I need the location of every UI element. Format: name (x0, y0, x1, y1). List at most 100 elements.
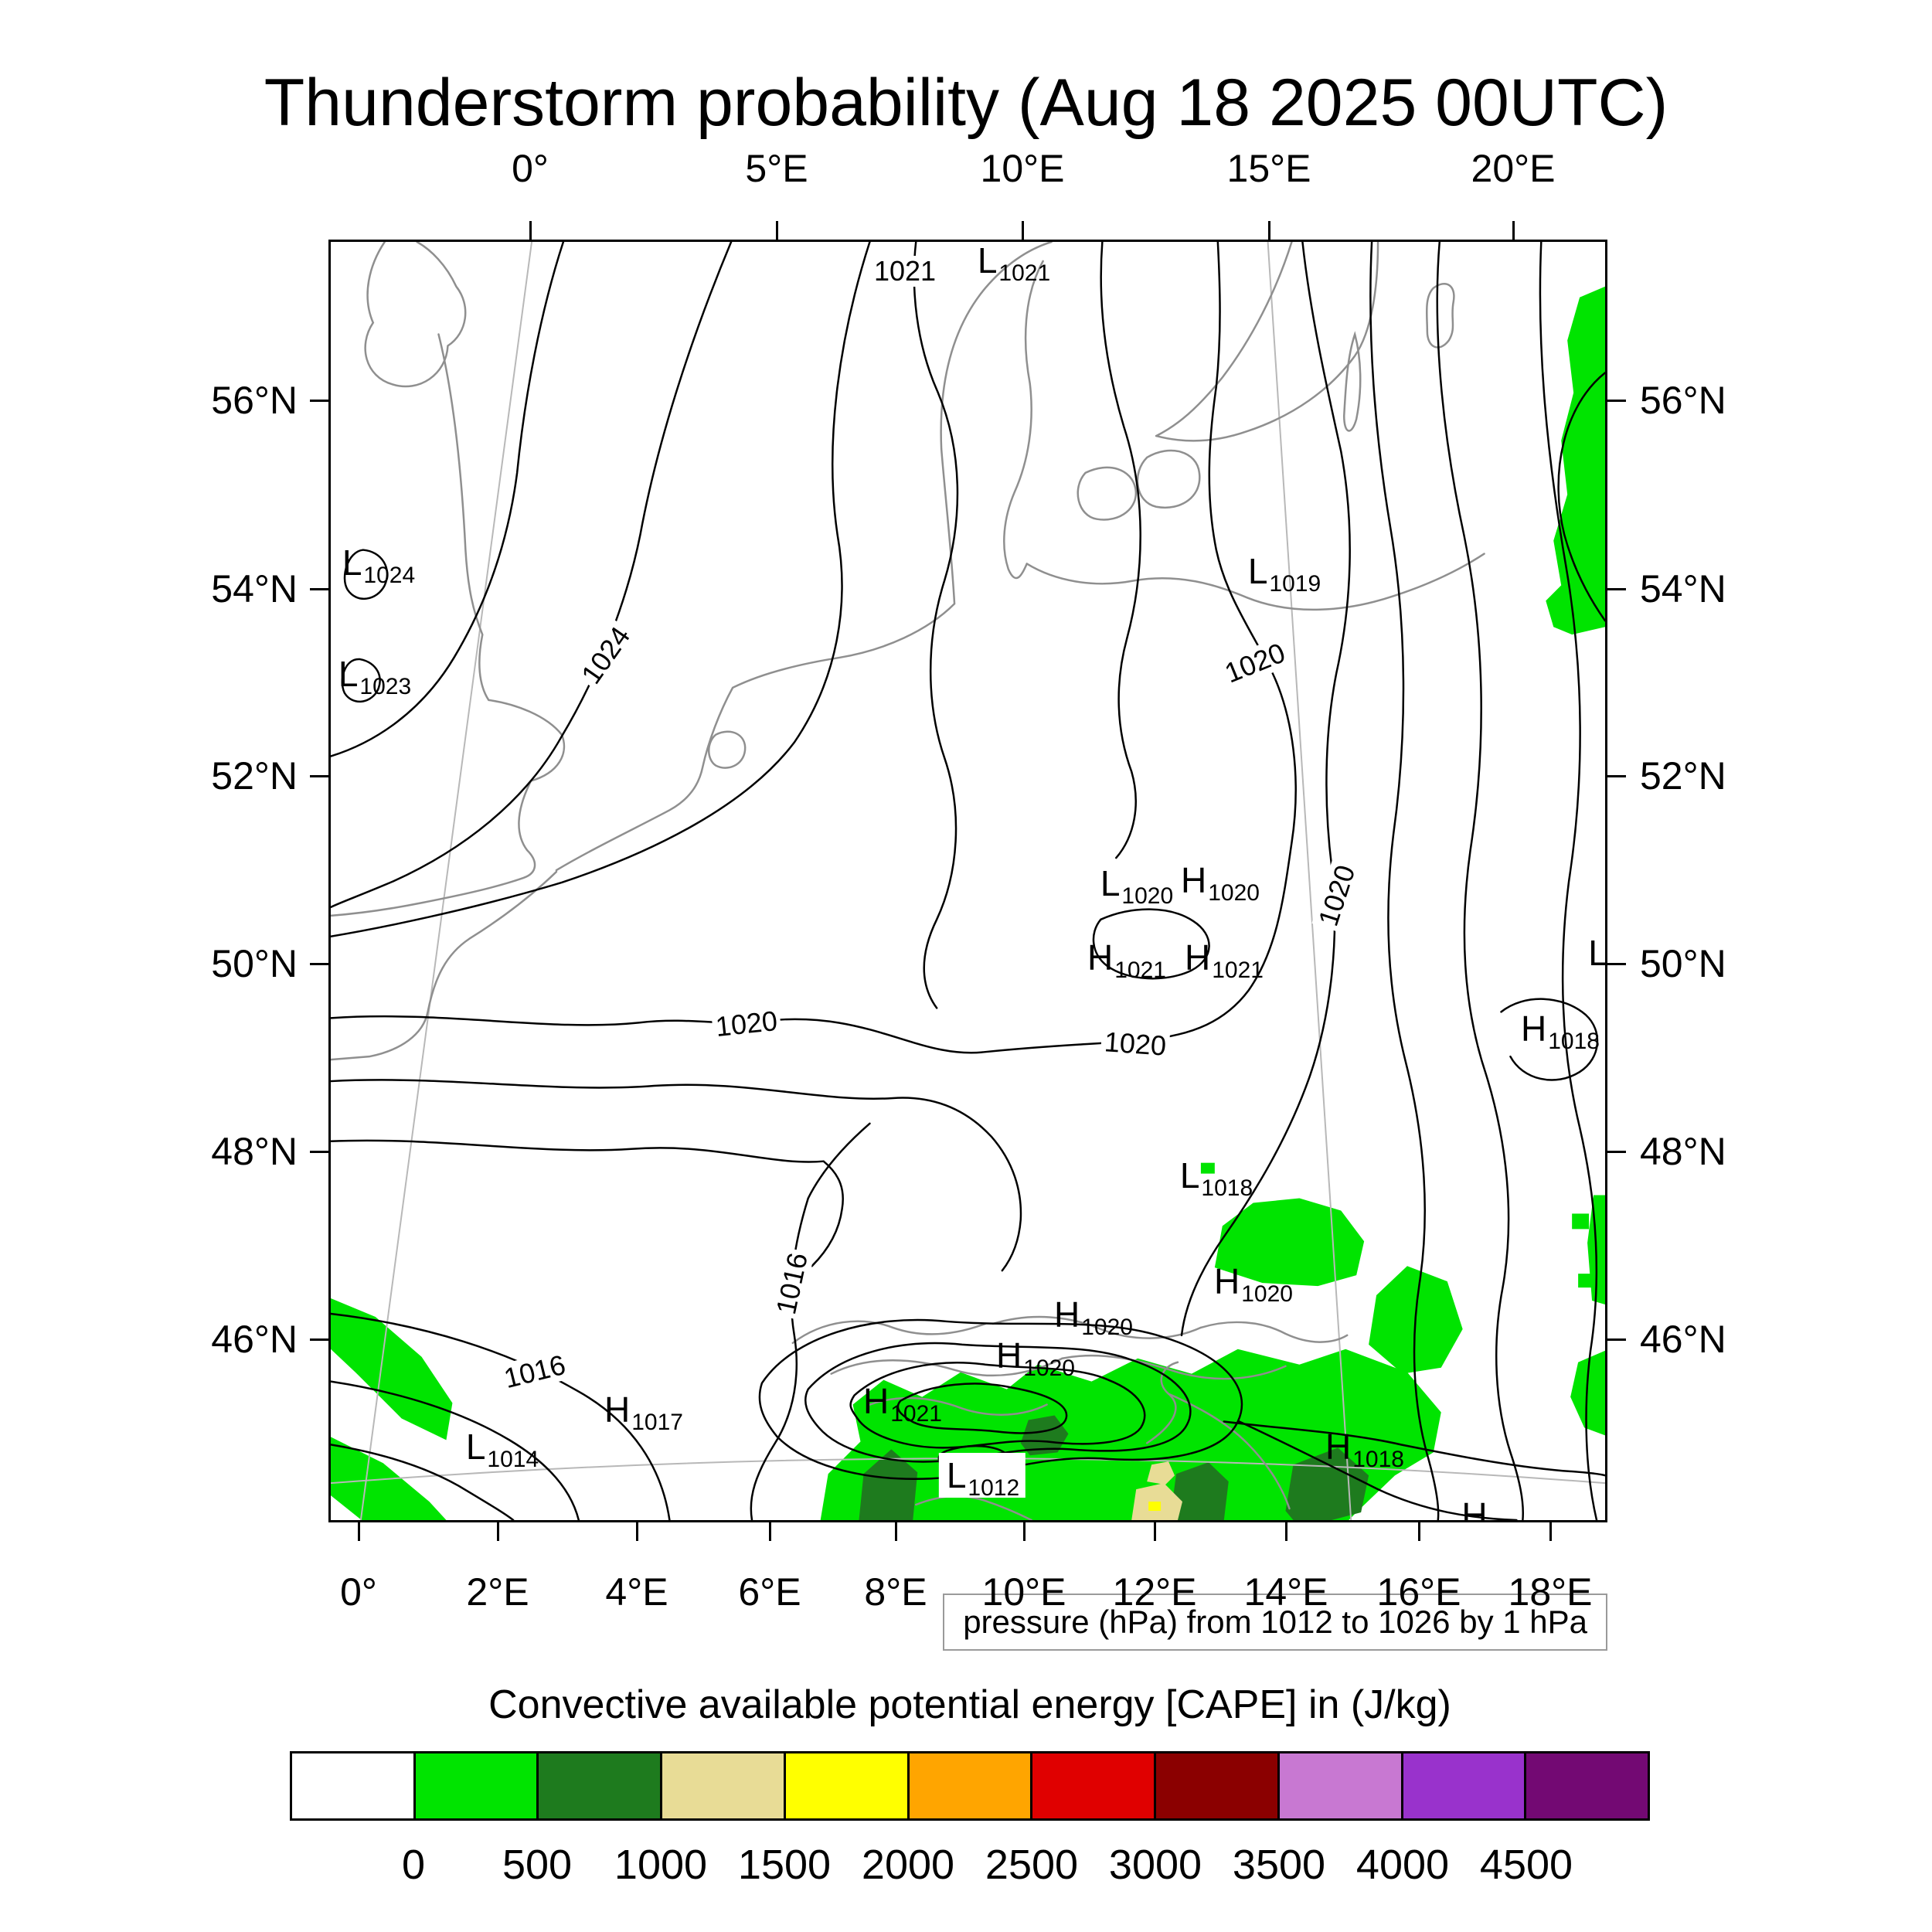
axis-tick-label-top: 10°E (980, 147, 1065, 190)
coastline-layer (331, 242, 1485, 1520)
contour-label: 1020 (1100, 1026, 1171, 1063)
pressure-center-letter: H (1325, 1427, 1352, 1467)
pressure-center-value: 1019 (1269, 571, 1321, 597)
axis-tick-label-bottom: 8°E (864, 1570, 927, 1614)
axis-tick-label-right: 48°N (1640, 1130, 1726, 1173)
pressure-range-note: pressure (hPa) from 1012 to 1026 by 1 hP… (943, 1594, 1607, 1651)
pressure-center-value: 1020 (1121, 883, 1174, 909)
tick-mark-left (310, 1151, 328, 1153)
pressure-center-letter: H (1214, 1261, 1240, 1301)
pressure-center-letter: H (1521, 1009, 1547, 1049)
pressure-center-letter: H (863, 1381, 889, 1421)
colorbar-tick-label: 1000 (614, 1842, 708, 1888)
pressure-center-letter: H (1185, 937, 1211, 978)
pressure-center-value: 1021 (998, 260, 1051, 286)
axis-tick-label-left: 56°N (211, 379, 298, 422)
tick-mark-bottom (358, 1522, 360, 1541)
pressure-center-l1012: L1012 (938, 1453, 1026, 1500)
axis-tick-label-left: 54°N (211, 567, 298, 611)
pressure-center-value: 1020 (1081, 1315, 1133, 1340)
tick-mark-top (1022, 221, 1024, 240)
colorbar-tick-label: 4000 (1355, 1842, 1450, 1888)
pressure-center-value: 1018 (1548, 1029, 1600, 1054)
pressure-center-value: 1014 (487, 1447, 539, 1472)
axis-tick-label-bottom: 14°E (1243, 1570, 1328, 1614)
tick-mark-bottom (895, 1522, 897, 1541)
axis-tick-label-bottom: 6°E (738, 1570, 801, 1614)
tick-mark-top (529, 221, 532, 240)
isobar-layer (331, 242, 1605, 1520)
axis-tick-label-top: 15°E (1226, 147, 1311, 190)
tick-mark-right (1607, 400, 1626, 402)
colorbar-title: Convective available potential energy [C… (488, 1682, 1451, 1727)
tick-mark-bottom (1418, 1522, 1420, 1541)
tick-mark-left (310, 963, 328, 965)
tick-mark-left (310, 1338, 328, 1341)
pressure-center-value: 1021 (1114, 957, 1166, 983)
colorbar-cell (1524, 1753, 1648, 1818)
axis-tick-label-bottom: 18°E (1508, 1570, 1593, 1614)
contour-label: 1021 (870, 256, 940, 287)
tick-mark-left (310, 775, 328, 777)
colorbar-cell (536, 1753, 661, 1818)
colorbar-tick-label: 500 (502, 1842, 573, 1888)
pressure-center-value: 1020 (1208, 880, 1260, 906)
colorbar-cell (1154, 1753, 1277, 1818)
colorbar-cell (1400, 1753, 1525, 1818)
axis-tick-label-right: 54°N (1640, 567, 1726, 611)
pressure-center-h1018: H1018 (1521, 1009, 1600, 1053)
pressure-center-letter: L (1100, 863, 1121, 903)
tick-mark-bottom (636, 1522, 638, 1541)
pressure-center-l1021: L1021 (977, 240, 1050, 285)
pressure-center-l1018: L1018 (1180, 1158, 1253, 1200)
pressure-center-value: 1018 (1201, 1175, 1253, 1201)
colorbar-cell (906, 1753, 1031, 1818)
axis-tick-label-right: 46°N (1640, 1318, 1726, 1361)
tick-mark-left (310, 588, 328, 590)
tick-mark-bottom (1154, 1522, 1156, 1541)
pressure-center-l1019: L1019 (1247, 551, 1321, 596)
pressure-center-l: L (1588, 935, 1605, 971)
pressure-center-value: 1021 (1212, 957, 1264, 983)
tick-mark-top (1512, 221, 1515, 240)
colorbar-tick-label: 0 (401, 1842, 426, 1888)
cape-colorbar-ticks: 0 500 1000 1500 2000 2500 3000 3500 4000 4500 (290, 1841, 1650, 1895)
page-title: Thunderstorm probability (Aug 18 2025 00… (264, 65, 1668, 140)
axis-tick-label-bottom: 12°E (1112, 1570, 1197, 1614)
colorbar-tick-label: 4500 (1479, 1842, 1573, 1888)
pressure-center-h1020: H1020 (996, 1335, 1075, 1380)
colorbar-cell (292, 1753, 413, 1818)
pressure-center-value: 1023 (359, 674, 412, 699)
colorbar-cell (660, 1753, 784, 1818)
pressure-center-l1014: L1014 (466, 1429, 539, 1471)
pressure-center-value: 1020 (1023, 1355, 1075, 1381)
map-canvas (331, 242, 1605, 1520)
pressure-center-letter: L (342, 543, 362, 583)
pressure-center-h: H (1461, 1498, 1487, 1520)
pressure-center-h1020: H1020 (1181, 860, 1260, 905)
tick-mark-bottom (769, 1522, 771, 1541)
pressure-center-letter: L (977, 240, 998, 281)
pressure-center-value: 1018 (1352, 1447, 1404, 1472)
pressure-center-letter: H (1181, 860, 1207, 900)
axis-tick-label-left: 48°N (211, 1130, 298, 1173)
pressure-center-h1021: H1021 (863, 1381, 942, 1426)
colorbar-tick-label: 2000 (861, 1842, 955, 1888)
axis-tick-label-top: 0° (512, 147, 549, 190)
pressure-center-letter: H (996, 1335, 1022, 1376)
pressure-center-letter: L (1247, 551, 1268, 591)
pressure-center-letter: H (1054, 1294, 1080, 1335)
pressure-center-h1018: H1018 (1325, 1427, 1404, 1471)
pressure-center-value: 1020 (1241, 1281, 1293, 1307)
pressure-center-value: 1021 (890, 1401, 942, 1427)
axis-tick-label-top: 20°E (1471, 147, 1556, 190)
pressure-center-letter: L (946, 1455, 967, 1495)
map-frame: L1021 L1024 L1023 L1019 L1020 H1020 H1021 H1021… (328, 240, 1607, 1522)
pressure-center-h1021: H1021 (1087, 940, 1166, 982)
pressure-center-h1021: H1021 (1185, 937, 1264, 982)
pressure-center-value: 1017 (631, 1410, 683, 1435)
colorbar-tick-label: 3500 (1232, 1842, 1326, 1888)
pressure-center-h1020: H1020 (1054, 1294, 1133, 1339)
pressure-center-value: 1024 (363, 563, 416, 588)
